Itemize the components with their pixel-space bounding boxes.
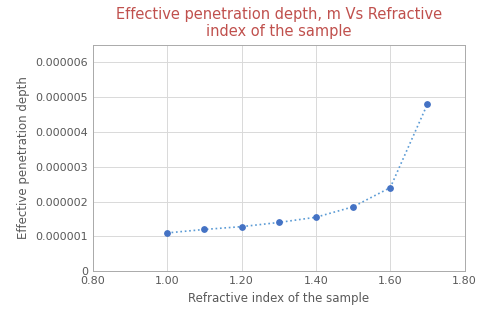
Y-axis label: Effective penetration depth: Effective penetration depth <box>16 77 30 239</box>
Point <box>200 227 208 232</box>
Title: Effective penetration depth, m Vs Refractive
index of the sample: Effective penetration depth, m Vs Refrac… <box>116 7 442 39</box>
Point <box>312 215 320 220</box>
Point <box>424 101 431 107</box>
Point <box>238 224 245 229</box>
Point <box>163 230 171 235</box>
Point <box>386 185 394 190</box>
Point <box>349 204 357 209</box>
Point <box>275 220 283 225</box>
X-axis label: Refractive index of the sample: Refractive index of the sample <box>188 292 369 305</box>
